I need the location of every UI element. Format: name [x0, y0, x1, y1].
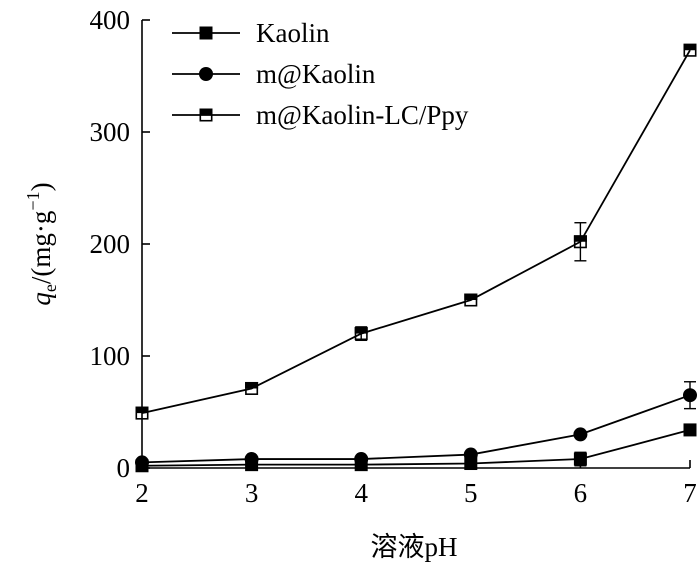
point-2-3	[464, 293, 478, 307]
point-2-2-top	[354, 327, 368, 334]
point-2-4-outline	[573, 235, 587, 249]
y-tick-label-4: 400	[90, 5, 131, 35]
point-2-1-top	[245, 381, 259, 389]
legend-marker-2-top	[199, 108, 213, 115]
series-1	[135, 381, 697, 470]
x-tick-label-1: 3	[245, 478, 259, 508]
series-line-0	[141, 429, 691, 467]
y-axis-title-superscript: −1	[23, 191, 43, 210]
y-axis-title-close: )	[26, 182, 56, 191]
plot-area	[135, 43, 697, 473]
legend-marker-2-outline	[199, 108, 213, 122]
point-2-2-outline	[354, 327, 368, 341]
legend-label-1: m@Kaolin	[256, 59, 376, 89]
y-axis-title-subscript: e	[40, 284, 60, 292]
legend: Kaolin m@Kaolin m@Kaolin-LC/Ppy	[172, 18, 469, 130]
x-tick-label-4: 6	[574, 478, 588, 508]
y-tick-label-1: 100	[90, 341, 131, 371]
point-0-4	[573, 452, 587, 466]
y-axis-title: qe/(mg·g−1)	[23, 182, 60, 305]
point-2-5-top	[683, 43, 697, 51]
point-2-2	[354, 327, 368, 341]
point-0-5	[683, 423, 697, 437]
legend-label-2: m@Kaolin-LC/Ppy	[256, 100, 469, 130]
series-line-2	[141, 49, 691, 414]
point-1-0	[135, 455, 149, 470]
y-axis-ticks: 0 100 200 300 400	[90, 5, 150, 483]
y-tick-label-2: 200	[90, 229, 131, 259]
point-1-2	[354, 452, 369, 467]
point-2-1	[245, 381, 259, 395]
y-tick-label-3: 300	[90, 117, 131, 147]
point-2-4	[573, 235, 587, 249]
x-tick-label-2: 4	[354, 478, 368, 508]
legend-label-0: Kaolin	[256, 18, 330, 48]
point-2-0	[135, 406, 149, 420]
point-2-5-outline	[683, 43, 697, 57]
x-tick-label-5: 7	[683, 478, 697, 508]
legend-marker-1	[199, 67, 213, 81]
legend-marker-0	[199, 26, 213, 40]
y-axis-title-variable: q	[26, 292, 56, 306]
point-2-5	[683, 43, 697, 57]
series-2	[135, 43, 697, 420]
x-axis-title: 溶液pH	[371, 532, 458, 562]
point-2-0-outline	[135, 406, 149, 420]
x-tick-label-3: 5	[464, 478, 478, 508]
x-tick-label-0: 2	[135, 478, 149, 508]
y-tick-label-0: 0	[117, 453, 131, 483]
point-1-4	[573, 427, 588, 442]
point-1-5	[683, 388, 697, 403]
point-2-0-top	[135, 406, 149, 414]
series-line-1	[141, 394, 691, 464]
point-2-4-top	[573, 235, 587, 242]
point-1-1	[244, 452, 259, 467]
point-2-3-outline	[464, 293, 478, 307]
series-0	[135, 423, 697, 473]
legend-marker-2	[199, 108, 213, 122]
point-2-3-top	[464, 293, 478, 300]
x-axis-ticks: 2 3 4 5 6 7	[135, 460, 697, 508]
y-axis-title-unit: /(mg·g	[26, 211, 56, 285]
point-1-3	[463, 447, 478, 462]
point-2-1-outline	[245, 381, 259, 395]
